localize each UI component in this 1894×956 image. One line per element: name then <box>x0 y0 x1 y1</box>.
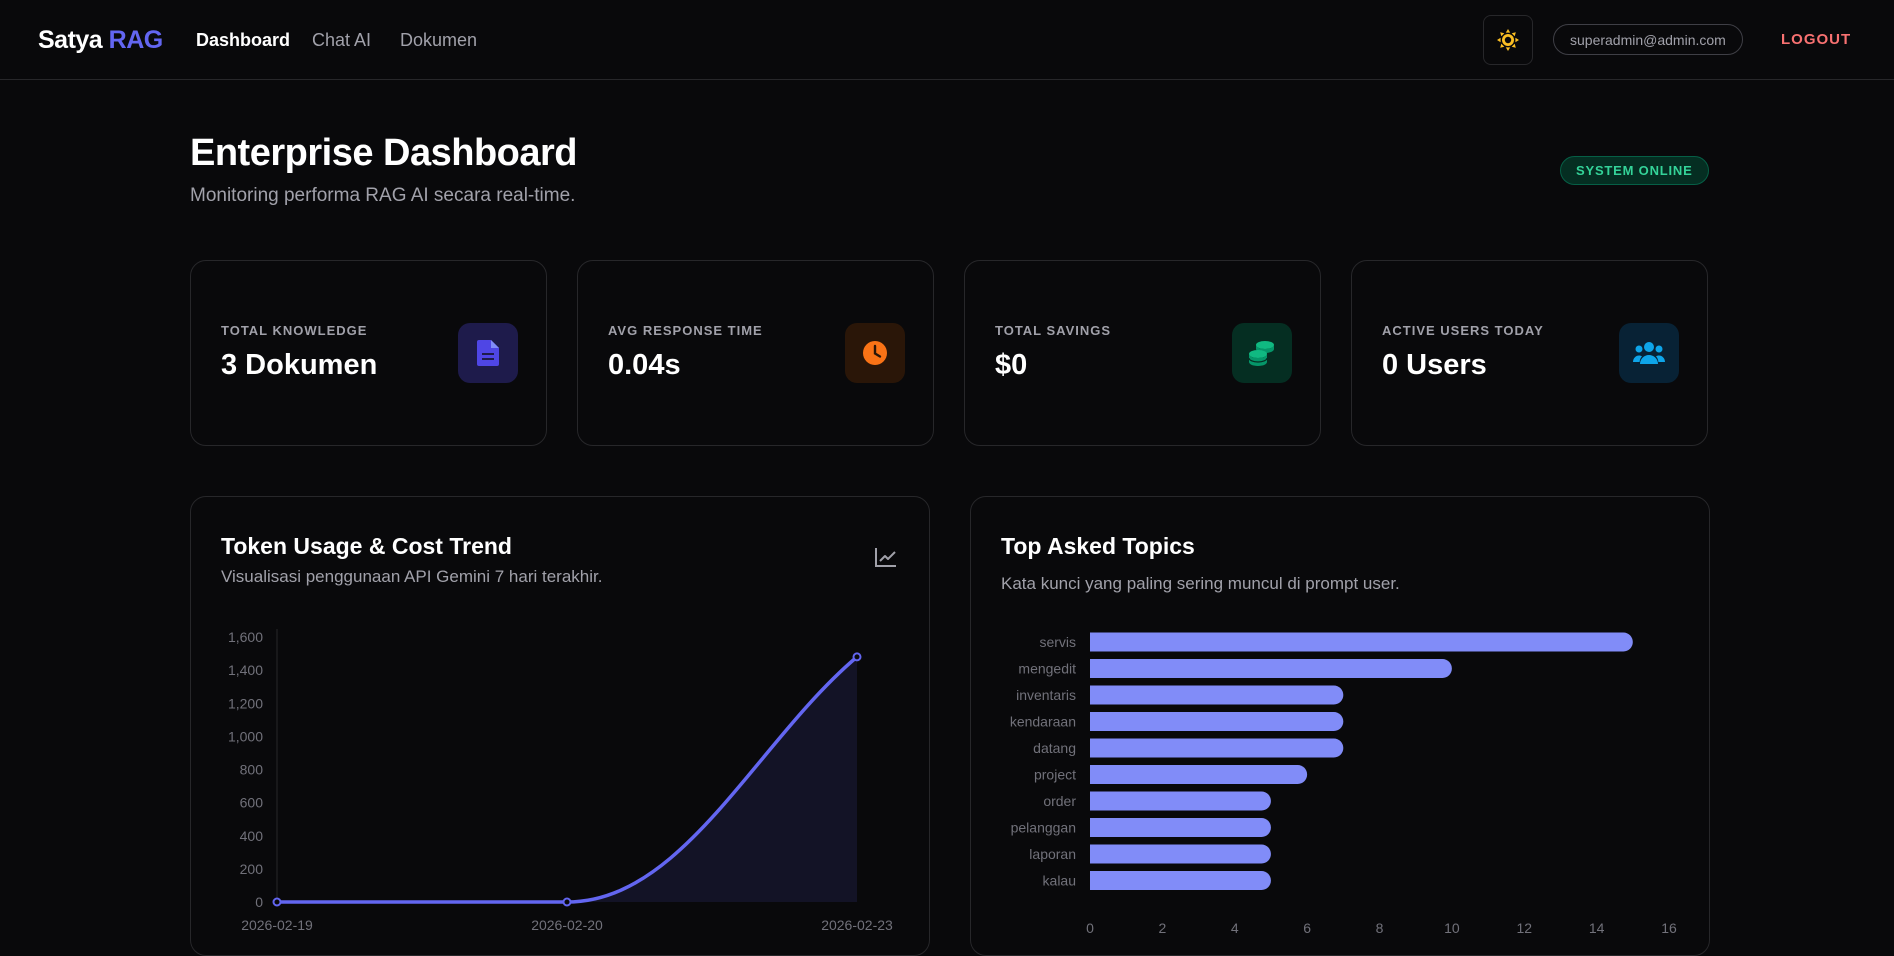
panel-subtitle: Visualisasi penggunaan API Gemini 7 hari… <box>221 567 603 586</box>
top-topics-chart: servis mengedit inventaris kendaraan datang p… <box>1010 632 1677 936</box>
category-label: servis <box>1039 634 1076 650</box>
x-tick-label: 14 <box>1589 920 1605 936</box>
bar[interactable] <box>1090 659 1452 678</box>
navbar: Satya RAG Dashboard Chat AI Dokumen supe… <box>0 0 1894 80</box>
stat-value: 0 Users <box>1382 349 1487 381</box>
bar[interactable] <box>1090 765 1308 784</box>
stat-card-total-knowledge: TOTAL KNOWLEDGE 3 Dokumen <box>190 260 547 446</box>
x-tick-label: 4 <box>1231 920 1239 936</box>
stat-label: AVG RESPONSE TIME <box>608 323 763 338</box>
stat-label: TOTAL KNOWLEDGE <box>221 323 368 338</box>
x-tick-label: 16 <box>1661 920 1677 936</box>
series-area <box>277 656 857 902</box>
category-label: pelanggan <box>1011 820 1076 836</box>
x-tick-label: 2 <box>1158 920 1166 936</box>
x-tick-label: 6 <box>1303 920 1311 936</box>
logout-button[interactable]: LOGOUT <box>1781 31 1852 48</box>
data-point[interactable] <box>272 897 282 907</box>
category-label: order <box>1043 793 1076 809</box>
category-label: datang <box>1033 740 1076 756</box>
stat-value: 0.04s <box>608 349 681 381</box>
bar[interactable] <box>1090 818 1271 837</box>
nav-link-chat-ai[interactable]: Chat AI <box>312 30 372 50</box>
user-email: superadmin@admin.com <box>1553 24 1743 55</box>
x-tick-label: 2026-02-23 <box>821 917 893 933</box>
stat-value: 3 Dokumen <box>221 349 378 381</box>
x-tick-label: 8 <box>1376 920 1384 936</box>
y-tick-label: 600 <box>240 795 264 811</box>
top-topics-panel: Top Asked Topics Kata kunci yang paling … <box>970 496 1710 956</box>
chart-line-icon[interactable] <box>875 547 897 567</box>
stat-card-avg-response-time: AVG RESPONSE TIME 0.04s <box>577 260 934 446</box>
data-point[interactable] <box>562 897 572 907</box>
bar[interactable] <box>1090 871 1271 890</box>
brand-accent: RAG <box>108 26 164 54</box>
category-label: project <box>1034 767 1076 783</box>
x-tick-label: 10 <box>1444 920 1460 936</box>
x-tick-label: 0 <box>1086 920 1094 936</box>
x-tick-label: 2026-02-19 <box>241 917 313 933</box>
bar[interactable] <box>1090 844 1271 864</box>
category-label: laporan <box>1029 846 1076 862</box>
y-tick-label: 0 <box>255 894 263 910</box>
y-tick-label: 1,200 <box>228 695 263 711</box>
panel-title: Token Usage & Cost Trend <box>221 533 512 559</box>
token-usage-panel: Token Usage & Cost Trend Visualisasi pen… <box>190 496 930 956</box>
x-tick-label: 12 <box>1516 920 1532 936</box>
brand-logo[interactable]: Satya RAG <box>38 26 163 55</box>
panel-subtitle: Kata kunci yang paling sering muncul di … <box>1001 574 1400 593</box>
bar[interactable] <box>1090 712 1344 731</box>
y-tick-label: 800 <box>240 762 264 778</box>
stat-value: $0 <box>995 349 1028 381</box>
bar[interactable] <box>1090 685 1344 705</box>
category-label: kendaraan <box>1010 714 1076 730</box>
bar[interactable] <box>1090 791 1271 811</box>
bar[interactable] <box>1090 632 1633 652</box>
clock-icon <box>845 323 905 383</box>
token-usage-chart: 0 200 400 600 800 1,000 1,200 1,400 1,600 2026-02… <box>228 629 893 933</box>
status-badge: SYSTEM ONLINE <box>1560 156 1709 185</box>
coins-icon <box>1232 323 1292 383</box>
document-icon <box>458 323 518 383</box>
stat-card-total-savings: TOTAL SAVINGS $0 <box>964 260 1321 446</box>
category-label: kalau <box>1043 873 1076 889</box>
y-tick-label: 200 <box>240 861 264 877</box>
stat-card-active-users: ACTIVE USERS TODAY 0 Users <box>1351 260 1708 446</box>
y-tick-label: 1,400 <box>228 662 263 678</box>
data-point[interactable] <box>852 652 862 662</box>
y-tick-label: 400 <box>240 828 264 844</box>
bar[interactable] <box>1090 738 1344 758</box>
y-tick-label: 1,000 <box>228 728 263 744</box>
stat-label: TOTAL SAVINGS <box>995 323 1112 338</box>
series-line <box>277 655 859 904</box>
sun-icon <box>1497 29 1519 51</box>
page-title: Enterprise Dashboard <box>190 132 578 174</box>
y-tick-label: 1,600 <box>228 629 263 645</box>
nav-link-dashboard[interactable]: Dashboard <box>196 30 291 50</box>
category-label: mengedit <box>1018 661 1076 677</box>
users-icon <box>1619 323 1679 383</box>
x-tick-label: 2026-02-20 <box>531 917 603 933</box>
category-label: inventaris <box>1016 687 1076 703</box>
theme-toggle-button[interactable] <box>1483 15 1533 65</box>
stat-label: ACTIVE USERS TODAY <box>1382 323 1544 338</box>
page-subtitle: Monitoring performa RAG AI secara real-t… <box>190 185 576 206</box>
brand-main: Satya <box>38 26 103 54</box>
nav-link-dokumen[interactable]: Dokumen <box>400 30 478 50</box>
panel-title: Top Asked Topics <box>1001 533 1195 559</box>
